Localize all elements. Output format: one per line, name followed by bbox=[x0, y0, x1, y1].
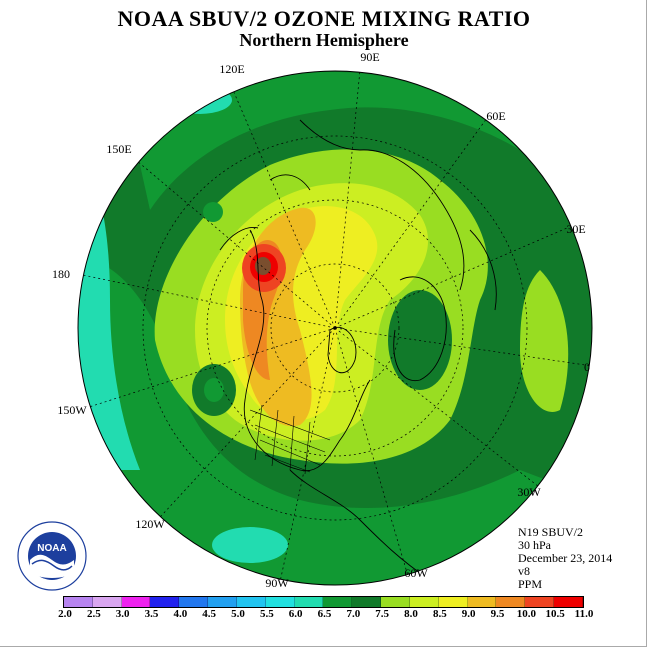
field-7-5-east bbox=[520, 270, 569, 412]
color-scale-labels: 2.0 2.5 3.0 3.5 4.0 4.5 5.0 5.5 6.0 6.5 7.0 7.5 8.0 8… bbox=[0, 608, 648, 624]
info-satellite: N19 SBUV/2 bbox=[518, 525, 584, 539]
color-scale-label: 8.0 bbox=[404, 608, 418, 620]
color-scale-label: 6.0 bbox=[288, 608, 303, 620]
color-scale-swatch bbox=[294, 597, 324, 607]
color-scale-label: 7.5 bbox=[375, 608, 390, 620]
color-scale-swatch bbox=[179, 597, 209, 607]
coastlines bbox=[219, 119, 497, 581]
noaa-logo: NOAA bbox=[17, 521, 87, 591]
map-title: NOAA SBUV/2 OZONE MIXING RATIO bbox=[117, 6, 531, 31]
color-scale-label: 3.0 bbox=[115, 608, 130, 620]
lon-label-90e: 90E bbox=[360, 50, 379, 64]
color-scale-swatch bbox=[64, 597, 93, 607]
field-6-5-low-west bbox=[204, 378, 224, 402]
color-scale-label: 10.5 bbox=[545, 608, 565, 620]
info-version: v8 bbox=[518, 564, 530, 578]
color-scale-swatch bbox=[554, 597, 583, 607]
color-scale-swatch bbox=[121, 597, 151, 607]
noaa-logo-text: NOAA bbox=[37, 543, 66, 554]
color-scale-label: 5.0 bbox=[231, 608, 245, 620]
graticule bbox=[78, 71, 592, 583]
color-scale-label: 6.5 bbox=[317, 608, 332, 620]
color-scale-swatch bbox=[92, 597, 122, 607]
field-6-5-south bbox=[78, 258, 592, 585]
color-scale-label: 4.5 bbox=[202, 608, 217, 620]
color-scale-swatch bbox=[352, 597, 382, 607]
lon-label-60e: 60E bbox=[486, 109, 505, 123]
color-scale-label: 2.0 bbox=[58, 608, 72, 620]
info-level: 30 hPa bbox=[518, 538, 551, 552]
color-scale-label: 5.5 bbox=[259, 608, 274, 620]
color-scale-label: 8.5 bbox=[432, 608, 447, 620]
lon-label-180: 180 bbox=[52, 267, 70, 281]
color-scale-swatch bbox=[208, 597, 237, 607]
color-scale-swatch bbox=[323, 597, 353, 607]
color-scale-swatch bbox=[236, 597, 266, 607]
color-scale-swatch bbox=[438, 597, 468, 607]
color-scale-swatch bbox=[381, 597, 410, 607]
lon-label-120w: 120W bbox=[135, 517, 165, 531]
lon-label-60w: 60W bbox=[404, 566, 428, 580]
color-scale-swatch bbox=[409, 597, 439, 607]
lon-label-150e: 150E bbox=[106, 142, 131, 156]
color-scale-label: 9.0 bbox=[461, 608, 476, 620]
color-scale-bar bbox=[63, 596, 584, 608]
field-11-0 bbox=[255, 257, 271, 275]
color-scale-label: 10.0 bbox=[516, 608, 536, 620]
color-scale-label: 11.0 bbox=[574, 608, 594, 620]
color-scale-label: 4.0 bbox=[173, 608, 188, 620]
lon-label-120e: 120E bbox=[219, 62, 244, 76]
color-scale-swatch bbox=[150, 597, 180, 607]
color-scale-label: 3.5 bbox=[144, 608, 159, 620]
color-scale-swatch bbox=[265, 597, 295, 607]
lon-label-30e: 30E bbox=[566, 222, 585, 236]
field-6-0-south bbox=[212, 527, 288, 563]
color-scale-label: 2.5 bbox=[86, 608, 101, 620]
map-subtitle: Northern Hemisphere bbox=[239, 30, 409, 50]
lon-label-30w: 30W bbox=[517, 485, 541, 499]
color-scale-swatch bbox=[525, 597, 555, 607]
info-date: December 23, 2014 bbox=[518, 551, 613, 565]
lon-label-90w: 90W bbox=[265, 576, 289, 590]
info-units: PPM bbox=[518, 577, 543, 591]
lon-label-0: 0 bbox=[584, 360, 590, 374]
color-scale-swatch bbox=[467, 597, 497, 607]
color-scale-swatch bbox=[496, 597, 526, 607]
hemisphere-boundary bbox=[77, 70, 593, 586]
color-scale-label: 9.5 bbox=[490, 608, 505, 620]
field-6-5-small bbox=[203, 202, 223, 222]
info-block: N19 SBUV/2 30 hPa December 23, 2014 v8 P… bbox=[518, 526, 612, 591]
field-7-0-low-east bbox=[388, 290, 452, 390]
color-scale-label: 7.0 bbox=[346, 608, 361, 620]
lon-label-150w: 150W bbox=[57, 403, 87, 417]
us-state-lines bbox=[249, 404, 331, 475]
